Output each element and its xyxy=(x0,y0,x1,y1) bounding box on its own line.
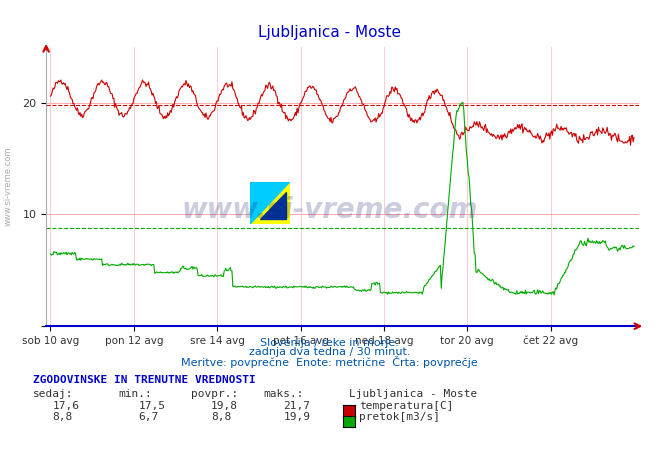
Text: www.si-vreme.com: www.si-vreme.com xyxy=(181,196,478,224)
Text: Ljubljanica - Moste: Ljubljanica - Moste xyxy=(258,25,401,40)
Polygon shape xyxy=(250,182,290,224)
Text: temperatura[C]: temperatura[C] xyxy=(359,401,453,411)
Text: 8,8: 8,8 xyxy=(53,412,73,422)
Text: zadnja dva tedna / 30 minut.: zadnja dva tedna / 30 minut. xyxy=(248,347,411,357)
Text: 19,9: 19,9 xyxy=(283,412,310,422)
Text: Slovenija / reke in morje.: Slovenija / reke in morje. xyxy=(260,338,399,348)
Text: 8,8: 8,8 xyxy=(211,412,231,422)
Text: Meritve: povprečne  Enote: metrične  Črta: povprečje: Meritve: povprečne Enote: metrične Črta:… xyxy=(181,356,478,369)
Text: 21,7: 21,7 xyxy=(283,401,310,411)
Polygon shape xyxy=(260,192,286,219)
Text: 6,7: 6,7 xyxy=(138,412,159,422)
Polygon shape xyxy=(250,182,290,224)
Text: min.:: min.: xyxy=(119,389,152,399)
Text: www.si-vreme.com: www.si-vreme.com xyxy=(3,147,13,226)
Text: pretok[m3/s]: pretok[m3/s] xyxy=(359,412,440,422)
Text: Ljubljanica - Moste: Ljubljanica - Moste xyxy=(349,389,478,399)
Text: povpr.:: povpr.: xyxy=(191,389,239,399)
Text: sedaj:: sedaj: xyxy=(33,389,73,399)
Text: 19,8: 19,8 xyxy=(211,401,238,411)
Text: ZGODOVINSKE IN TRENUTNE VREDNOSTI: ZGODOVINSKE IN TRENUTNE VREDNOSTI xyxy=(33,375,256,385)
Text: maks.:: maks.: xyxy=(264,389,304,399)
Text: 17,5: 17,5 xyxy=(138,401,165,411)
Text: 17,6: 17,6 xyxy=(53,401,80,411)
